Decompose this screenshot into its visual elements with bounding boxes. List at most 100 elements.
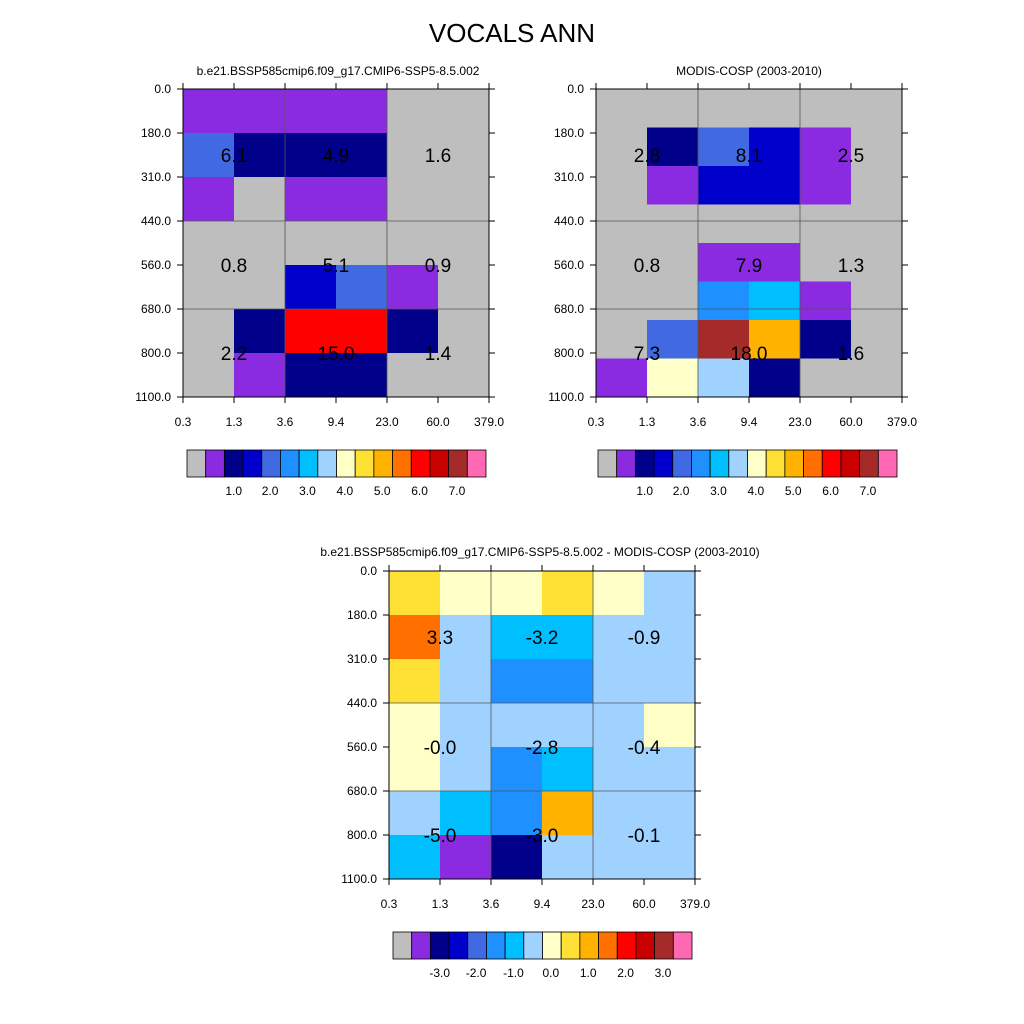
ytick-label-model-7: 1100.0: [135, 390, 171, 404]
colorbar-swatch-obs-4: [672, 449, 692, 478]
heatmap-cell-model-0-1: [234, 89, 286, 134]
value-label-model-0: 6.1: [221, 146, 247, 167]
heatmap-cell-model-2-2: [285, 177, 337, 222]
colorbar-label-diff-3: 0.0: [543, 966, 560, 980]
heatmap-cell-obs-1-3: [749, 127, 801, 167]
colorbar-label-model-1: 2.0: [262, 484, 279, 498]
heatmap-cell-diff-6-3: [542, 835, 594, 880]
heatmap-cell-model-0-2: [285, 89, 337, 134]
heatmap-cell-model-5-4: [387, 309, 439, 354]
heatmap-cell-diff-2-5: [644, 659, 696, 704]
colorbar-label-obs-2: 3.0: [710, 484, 727, 498]
heatmap-cell-diff-4-4: [593, 747, 645, 792]
heatmap-cell-obs-1-0: [596, 127, 648, 167]
heatmap-cell-diff-0-4: [593, 571, 645, 616]
heatmap-cell-obs-7-5: [851, 358, 903, 398]
heatmap-cell-obs-5-1: [647, 281, 699, 321]
colorbar-swatch-obs-13: [840, 449, 861, 478]
colorbar-swatch-model-14: [448, 449, 468, 478]
heatmap-cell-diff-3-0: [389, 703, 441, 748]
value-label-obs-4: 7.9: [736, 256, 762, 277]
colorbar-swatch-obs-8: [747, 449, 767, 478]
xtick-label-obs-5: 60.0: [839, 415, 863, 429]
ytick-label-diff-1: 180.0: [347, 608, 377, 622]
value-label-diff-4: -2.8: [526, 738, 559, 759]
colorbar-swatch-obs-2: [634, 449, 655, 478]
value-label-obs-6: 7.3: [634, 344, 660, 365]
heatmap-cell-diff-2-0: [389, 659, 441, 704]
heatmap-cell-model-2-5: [438, 177, 490, 222]
heatmap-cell-obs-5-3: [749, 281, 801, 321]
heatmap-cell-model-4-1: [234, 265, 286, 310]
colorbar-swatch-diff-8: [542, 931, 562, 960]
heatmap-cell-obs-7-0: [596, 358, 648, 398]
colorbar-swatch-diff-6: [504, 931, 525, 960]
heatmap-cell-model-1-4: [387, 133, 439, 178]
heatmap-cell-obs-3-2: [698, 204, 750, 244]
heatmap-cell-diff-5-0: [389, 791, 441, 836]
xtick-label-diff-1: 1.3: [432, 897, 449, 911]
value-label-model-5: 0.9: [425, 256, 451, 277]
xtick-label-model-4: 23.0: [375, 415, 399, 429]
value-label-diff-2: -0.9: [628, 628, 661, 649]
colorbar-label-obs-5: 6.0: [822, 484, 839, 498]
value-label-diff-1: -3.2: [526, 628, 559, 649]
ytick-label-obs-3: 440.0: [554, 214, 584, 228]
heatmap-cell-obs-0-5: [851, 89, 903, 128]
heatmap-cell-obs-6-2: [698, 320, 750, 359]
colorbar-label-diff-1: -2.0: [466, 966, 487, 980]
heatmap-cell-obs-5-0: [596, 281, 648, 321]
colorbar-swatch-obs-9: [765, 449, 786, 478]
colorbar-swatch-obs-11: [803, 449, 823, 478]
colorbar-swatch-diff-14: [654, 931, 674, 960]
colorbar-label-model-0: 1.0: [225, 484, 242, 498]
ytick-label-obs-7: 1100.0: [548, 390, 584, 404]
heatmap-cell-diff-2-2: [491, 659, 543, 704]
colorbar-swatch-obs-14: [859, 449, 879, 478]
colorbar-label-model-6: 7.0: [449, 484, 466, 498]
heatmap-cell-obs-4-3: [749, 243, 801, 282]
xtick-label-model-5: 60.0: [426, 415, 450, 429]
xtick-label-obs-0: 0.3: [588, 415, 605, 429]
heatmap-cell-model-4-3: [336, 265, 388, 310]
colorbar-label-model-3: 4.0: [337, 484, 354, 498]
heatmap-cell-model-5-2: [285, 309, 337, 354]
heatmap-cell-model-3-2: [285, 221, 337, 266]
heatmap-cell-model-6-5: [438, 353, 490, 398]
heatmap-cell-diff-6-4: [593, 835, 645, 880]
colorbar-label-obs-0: 1.0: [636, 484, 653, 498]
ytick-label-model-2: 310.0: [141, 170, 171, 184]
heatmap-cell-model-3-4: [387, 221, 439, 266]
colorbar-swatch-obs-5: [691, 449, 711, 478]
value-label-obs-7: 18.0: [731, 344, 768, 365]
ytick-label-obs-4: 560.0: [554, 258, 584, 272]
heatmap-cell-obs-0-2: [698, 89, 750, 128]
colorbar-swatch-model-13: [429, 449, 450, 478]
xtick-label-diff-0: 0.3: [381, 897, 398, 911]
heatmap-cell-model-1-5: [438, 133, 490, 178]
xtick-label-diff-5: 60.0: [632, 897, 656, 911]
heatmap-cell-model-0-3: [336, 89, 388, 134]
colorbar-swatch-model-4: [261, 449, 281, 478]
heatmap-cell-model-3-3: [336, 221, 388, 266]
colorbar-swatch-model-7: [317, 449, 337, 478]
colorbar-swatch-model-5: [280, 449, 300, 478]
colorbar-label-diff-2: -1.0: [503, 966, 524, 980]
colorbar-swatch-model-15: [466, 449, 487, 478]
heatmap-cell-diff-2-1: [440, 659, 492, 704]
colorbar-swatch-obs-7: [728, 449, 748, 478]
heatmap-cell-diff-4-1: [440, 747, 492, 792]
colorbar-swatch-model-12: [410, 449, 431, 478]
heatmap-cell-obs-1-2: [698, 127, 750, 167]
colorbar-swatch-diff-5: [486, 931, 506, 960]
heatmap-cell-diff-0-3: [542, 571, 594, 616]
colorbar-swatch-diff-7: [523, 931, 543, 960]
xtick-label-obs-4: 23.0: [788, 415, 812, 429]
colorbar-swatch-model-9: [354, 449, 375, 478]
heatmap-cell-obs-3-4: [800, 204, 852, 244]
heatmap-cell-obs-3-5: [851, 204, 903, 244]
heatmap-cell-diff-3-5: [644, 703, 696, 748]
value-label-obs-8: 1.6: [838, 344, 864, 365]
heatmap-cell-diff-0-0: [389, 571, 441, 616]
